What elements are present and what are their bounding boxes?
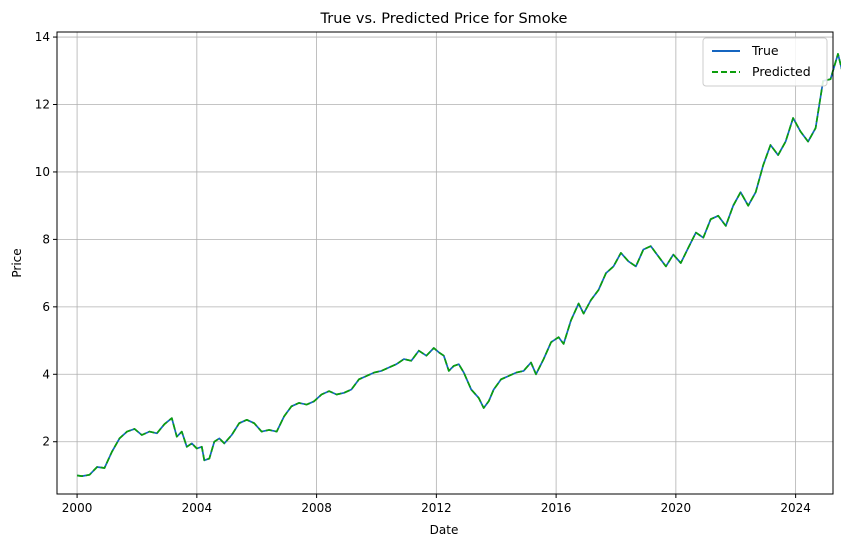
legend-label-true: True <box>751 43 779 58</box>
series-line-predicted <box>76 53 841 477</box>
x-tick-label: 2016 <box>541 501 572 515</box>
x-axis-label: Date <box>430 523 459 537</box>
legend-label-predicted: Predicted <box>752 64 811 79</box>
y-tick-label: 14 <box>35 30 50 44</box>
y-tick-label: 12 <box>35 98 50 112</box>
chart-title: True vs. Predicted Price for Smoke <box>320 11 568 27</box>
grid-lines <box>57 32 833 494</box>
x-tick-label: 2020 <box>661 501 692 515</box>
y-axis-label: Price <box>10 248 24 277</box>
x-tick-label: 2000 <box>62 501 93 515</box>
y-tick-label: 4 <box>42 367 50 381</box>
x-tick-label: 2008 <box>301 501 332 515</box>
y-axis: 2 4 6 8 10 12 14 <box>35 30 57 449</box>
plot-frame <box>56 31 834 495</box>
x-tick-label: 2004 <box>182 501 213 515</box>
y-tick-label: 8 <box>42 232 50 246</box>
legend: True Predicted <box>702 37 828 87</box>
series-layer <box>76 53 841 477</box>
y-tick-label: 10 <box>35 165 50 179</box>
x-tick-label: 2012 <box>421 501 452 515</box>
y-tick-label: 2 <box>42 435 50 449</box>
x-axis: 2000 2004 2008 2012 2016 2020 2024 <box>62 494 811 515</box>
y-tick-label: 6 <box>42 300 50 314</box>
x-tick-label: 2024 <box>780 501 811 515</box>
